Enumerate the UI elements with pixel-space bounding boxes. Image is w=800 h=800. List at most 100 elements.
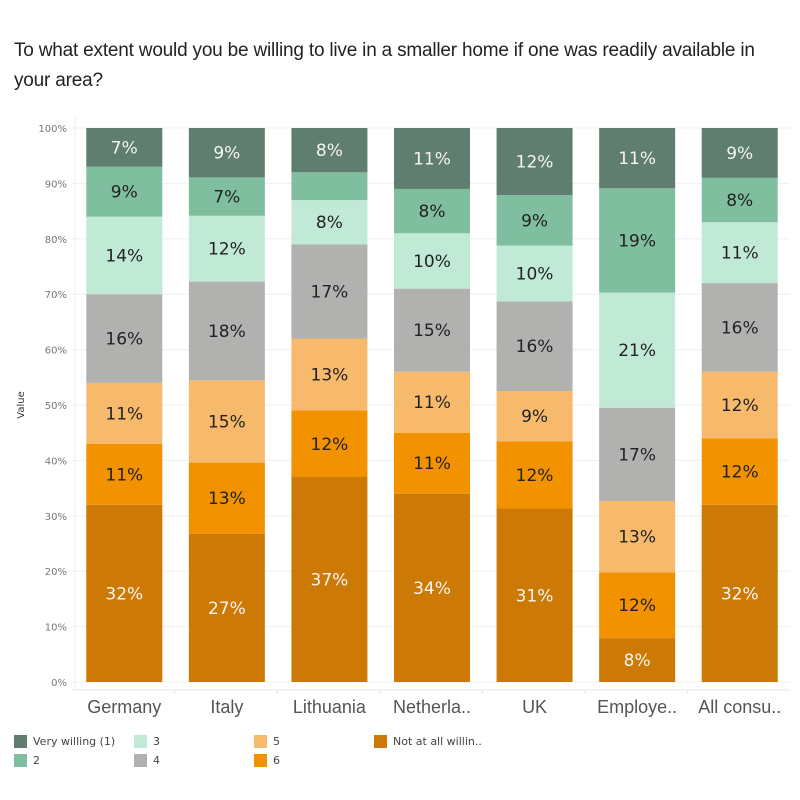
bar-segment[interactable] bbox=[188, 215, 265, 282]
bar-segment[interactable] bbox=[291, 128, 368, 173]
bar-segment[interactable] bbox=[599, 128, 676, 189]
bar-segment[interactable] bbox=[394, 233, 470, 289]
bar-segment[interactable] bbox=[701, 283, 778, 372]
bar-segment[interactable] bbox=[599, 572, 676, 639]
bar-segment[interactable] bbox=[701, 128, 778, 178]
bar-segment[interactable] bbox=[86, 504, 163, 682]
bar-segment[interactable] bbox=[599, 188, 676, 293]
bar-segment[interactable] bbox=[496, 128, 573, 196]
bar-segment[interactable] bbox=[496, 441, 573, 509]
bar-segment[interactable] bbox=[394, 493, 470, 682]
legend-swatch bbox=[254, 753, 267, 767]
bar-segment[interactable] bbox=[86, 443, 163, 505]
x-tick-label: All consu.. bbox=[698, 697, 781, 717]
legend-item[interactable]: Not at all willin.. bbox=[374, 733, 482, 749]
legend-item[interactable]: 3 bbox=[134, 733, 160, 749]
legend-swatch bbox=[374, 734, 387, 748]
bar-stack: 8% 12% 13% 17% 21% 19% 11% bbox=[599, 128, 676, 682]
bar-segment[interactable] bbox=[291, 172, 368, 201]
legend-label: 4 bbox=[153, 753, 160, 767]
data-label: 16% bbox=[516, 337, 554, 357]
legend-swatch bbox=[134, 753, 147, 767]
bar-segment[interactable] bbox=[496, 508, 573, 682]
bar-segment[interactable] bbox=[496, 195, 573, 246]
bar-segment[interactable] bbox=[701, 438, 778, 505]
bar-segment[interactable] bbox=[291, 338, 368, 411]
bar-segment[interactable] bbox=[701, 371, 778, 439]
bar-segment[interactable] bbox=[394, 188, 470, 234]
bar-segment[interactable] bbox=[496, 301, 573, 392]
bar-segment[interactable] bbox=[599, 292, 676, 408]
bar-segment[interactable] bbox=[291, 477, 368, 682]
bar-segment[interactable] bbox=[291, 244, 368, 339]
bar-segment[interactable] bbox=[291, 410, 368, 478]
bar-stack: 31% 12% 9% 16% 10% 9% 12% bbox=[496, 128, 573, 682]
data-label: 32% bbox=[721, 584, 759, 604]
bar-segment[interactable] bbox=[701, 504, 778, 682]
data-label: 8% bbox=[316, 141, 343, 161]
data-label: 17% bbox=[618, 445, 656, 465]
y-tick-label: 100% bbox=[38, 124, 67, 135]
data-label: 12% bbox=[618, 596, 656, 616]
bar-segment[interactable] bbox=[86, 128, 163, 167]
legend-label: 6 bbox=[273, 753, 280, 767]
y-axis: 0% 10% 20% 30% 40% 50% 60% 70% 80% 90% 100% bbox=[38, 116, 76, 690]
data-label: 34% bbox=[413, 579, 451, 599]
bar-segment[interactable] bbox=[86, 294, 163, 383]
data-label: 11% bbox=[618, 149, 656, 169]
bar-segment[interactable] bbox=[188, 281, 265, 381]
legend-swatch bbox=[14, 734, 27, 748]
data-label: 12% bbox=[721, 396, 759, 416]
bar-segment[interactable] bbox=[188, 462, 265, 534]
bar-segment[interactable] bbox=[291, 200, 368, 245]
data-label: 15% bbox=[208, 412, 246, 432]
legend-swatch bbox=[134, 734, 147, 748]
data-label: 9% bbox=[521, 211, 548, 231]
data-label: 19% bbox=[618, 231, 656, 251]
bar-segment[interactable] bbox=[599, 407, 676, 501]
bar-segment[interactable] bbox=[188, 128, 265, 178]
bar-segment[interactable] bbox=[188, 380, 265, 463]
data-label: 17% bbox=[311, 282, 349, 302]
legend-item[interactable]: 2 bbox=[14, 752, 40, 768]
data-label: 7% bbox=[111, 138, 138, 158]
y-tick-label: 80% bbox=[45, 235, 67, 246]
data-label: 9% bbox=[213, 144, 240, 164]
bar-segment[interactable] bbox=[599, 500, 676, 573]
data-label: 8% bbox=[419, 202, 446, 222]
legend-swatch bbox=[14, 753, 27, 767]
data-label: 9% bbox=[521, 407, 548, 427]
data-label: 15% bbox=[413, 321, 451, 341]
bar-segment[interactable] bbox=[394, 432, 470, 494]
bar-segment[interactable] bbox=[394, 288, 470, 372]
legend-item[interactable]: 5 bbox=[254, 733, 280, 749]
bar-segment[interactable] bbox=[394, 128, 470, 189]
legend-label: 5 bbox=[273, 734, 280, 748]
bar-segment[interactable] bbox=[86, 382, 163, 444]
bar-segment[interactable] bbox=[599, 638, 676, 682]
legend-swatch bbox=[254, 734, 267, 748]
bar-segment[interactable] bbox=[701, 222, 778, 284]
x-tick-label: Netherla.. bbox=[393, 697, 471, 717]
bar-segment[interactable] bbox=[86, 166, 163, 217]
x-axis: Germany Italy Lithuania Netherla.. UK Employe… bbox=[72, 689, 790, 717]
bar-stack: 32% 11% 11% 16% 14% 9% 7% bbox=[86, 128, 163, 682]
bar-segment[interactable] bbox=[701, 177, 778, 223]
bar-segment[interactable] bbox=[188, 177, 265, 216]
legend-item[interactable]: 4 bbox=[134, 752, 160, 768]
y-tick-label: 60% bbox=[45, 346, 67, 357]
bar-segment[interactable] bbox=[496, 245, 573, 302]
data-label: 16% bbox=[105, 330, 143, 350]
legend-item[interactable]: Very willing (1) bbox=[14, 733, 115, 749]
legend-item[interactable]: 6 bbox=[254, 752, 280, 768]
legend: Very willing (1) 2 3 4 5 6 Not at all willin.. bbox=[14, 733, 794, 773]
bar-segment[interactable] bbox=[188, 533, 265, 682]
bar-stack: 27% 13% 15% 18% 12% 7% 9% bbox=[188, 128, 265, 682]
data-label: 10% bbox=[413, 252, 451, 272]
data-label: 21% bbox=[618, 341, 656, 361]
data-label: 13% bbox=[618, 528, 656, 548]
bar-segment[interactable] bbox=[394, 371, 470, 433]
bar-segment[interactable] bbox=[496, 391, 573, 442]
bar-segment[interactable] bbox=[86, 216, 163, 295]
